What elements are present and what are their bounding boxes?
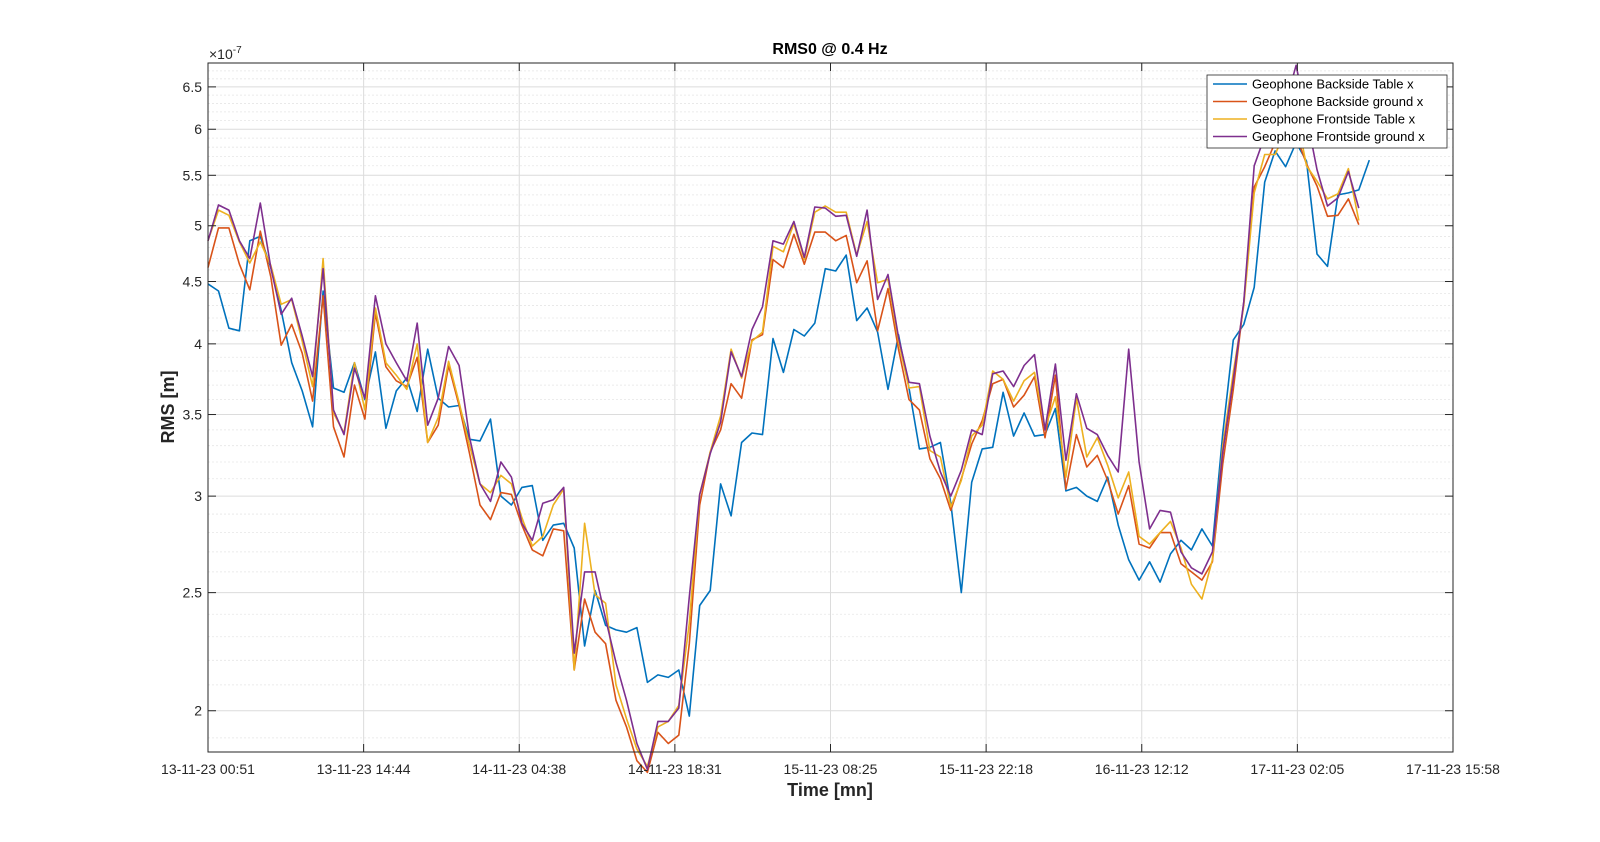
series-lines [207, 64, 1371, 774]
y-tick-label: 6.5 [183, 79, 203, 95]
legend: Geophone Backside Table x Geophone Backsi… [1206, 74, 1448, 149]
chart-title: RMS0 @ 0.4 Hz [772, 41, 887, 58]
y-axis-exponent: ×10-7 [209, 45, 242, 62]
y-axis-exponent-base: ×10 [209, 46, 233, 62]
y-tick-label: 3.5 [183, 407, 203, 423]
series-line-4 [207, 64, 1360, 771]
series-line-2 [207, 134, 1360, 774]
y-tick-label: 6 [194, 121, 202, 137]
y-tick-label: 4 [194, 336, 202, 352]
legend-label-1: Geophone Backside Table x [1252, 77, 1414, 92]
x-tick-label: 13-11-23 14:44 [317, 761, 411, 777]
y-axis-title: RMS [m] [158, 371, 178, 444]
x-tick-label: 17-11-23 15:58 [1406, 761, 1500, 777]
x-tick-label: 17-11-23 02:05 [1250, 761, 1344, 777]
y-tick-label: 5.5 [183, 167, 203, 183]
y-tick-label: 5 [194, 218, 202, 234]
y-tick-label: 4.5 [183, 274, 203, 290]
legend-label-3: Geophone Frontside Table x [1252, 112, 1416, 127]
x-tick-label: 16-11-23 12:12 [1095, 761, 1189, 777]
series-line-3 [207, 111, 1360, 768]
x-tick-label: 14-11-23 18:31 [628, 761, 722, 777]
y-axis-ticks: 2 2.5 3 3.5 4 4.5 5 5.5 6 6.5 [183, 79, 1453, 719]
y-axis-exponent-power: -7 [233, 45, 242, 56]
x-axis-title: Time [mn] [787, 780, 873, 800]
y-tick-label: 2.5 [183, 585, 203, 601]
y-tick-label: 2 [194, 703, 202, 719]
y-tick-label: 3 [194, 488, 202, 504]
legend-label-2: Geophone Backside ground x [1252, 94, 1424, 109]
x-tick-label: 15-11-23 08:25 [784, 761, 878, 777]
legend-entries: Geophone Backside Table x Geophone Backsi… [1213, 77, 1425, 144]
x-tick-label: 14-11-23 04:38 [472, 761, 566, 777]
legend-label-4: Geophone Frontside ground x [1252, 129, 1425, 144]
x-tick-label: 15-11-23 22:18 [939, 761, 1033, 777]
x-axis-ticks: 13-11-23 00:51 13-11-23 14:44 14-11-23 04:… [161, 63, 1500, 777]
x-tick-label: 13-11-23 00:51 [161, 761, 255, 777]
